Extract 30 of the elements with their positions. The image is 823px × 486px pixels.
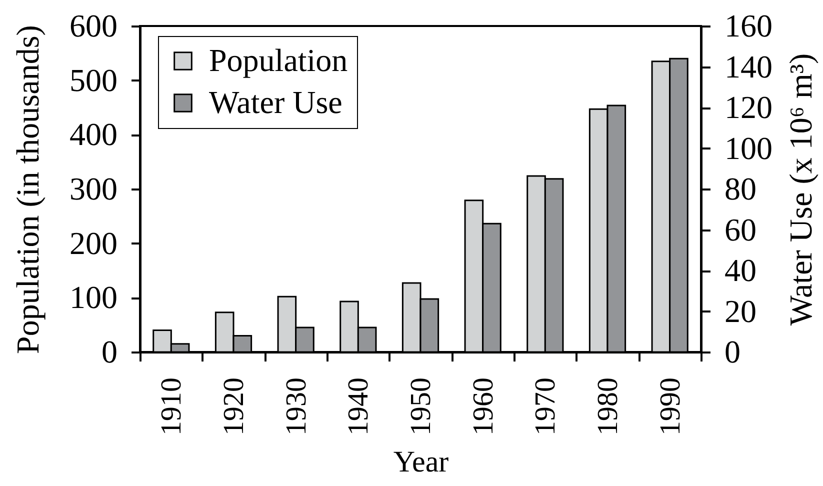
legend-label: Population	[209, 42, 348, 78]
x-tick-label: 1990	[654, 378, 686, 436]
x-tick-label: 1930	[280, 378, 312, 436]
y2-tick-label: 120	[724, 89, 772, 125]
x-axis-title: Year	[393, 446, 449, 478]
y2-tick-label: 0	[724, 334, 740, 370]
x-tick-label: 1960	[467, 378, 500, 436]
y2-tick-label: 100	[724, 130, 772, 166]
x-tick-label: 1940	[342, 378, 375, 436]
y-tick-label: 400	[70, 116, 118, 152]
y-tick-label: 600	[70, 8, 118, 44]
y2-tick-label: 140	[724, 48, 772, 84]
y2-axis-title: Water Use (x 10⁶ m³)	[782, 53, 818, 326]
y-axis-title: Population (in thousands)	[10, 25, 46, 354]
y-tick-label: 500	[70, 62, 118, 98]
y2-tick-label: 160	[724, 8, 772, 44]
x-tick-label: 1980	[592, 378, 624, 436]
y2-tick-label: 80	[724, 170, 756, 206]
y-tick-label: 200	[70, 224, 118, 261]
legend-label: Water Use	[209, 84, 342, 120]
y-tick-label: 300	[70, 170, 118, 206]
y2-tick-label: 20	[724, 292, 756, 329]
y2-tick-label: 40	[724, 252, 756, 288]
y-tick-label: 100	[70, 279, 118, 316]
x-tick-label: 1950	[405, 378, 437, 436]
x-tick-label: 1970	[530, 378, 562, 436]
y2-tick-label: 60	[724, 211, 756, 248]
x-tick-label: 1910	[156, 378, 188, 436]
x-tick-label: 1920	[218, 378, 250, 436]
y-tick-label: 0	[102, 334, 118, 370]
